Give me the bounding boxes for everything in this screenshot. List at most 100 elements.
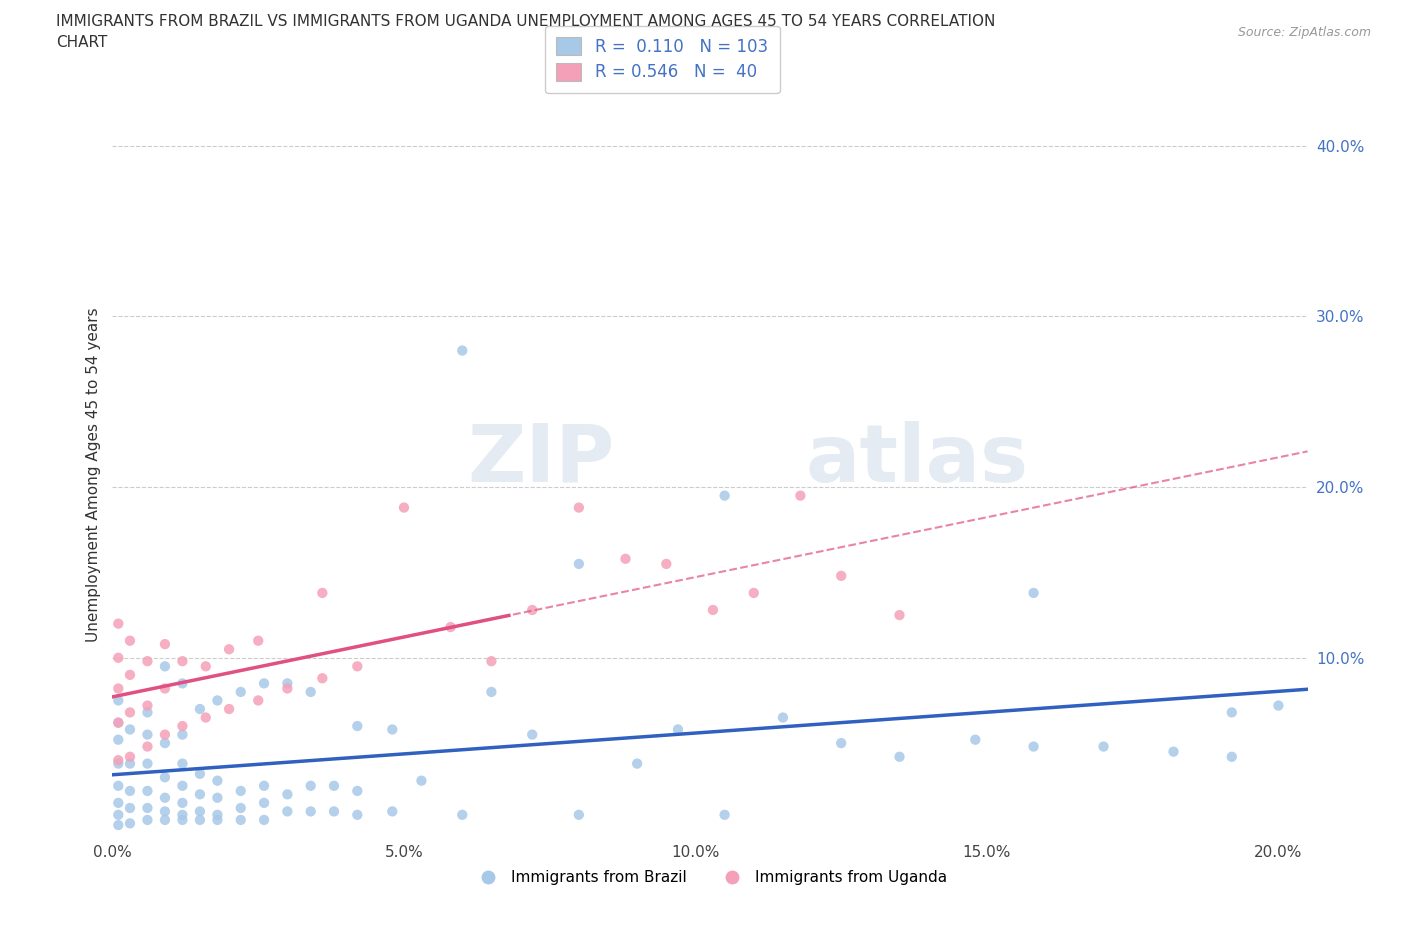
Point [229, 783, 252, 798]
Point [107, 617, 129, 631]
Point [381, 722, 404, 737]
Text: ZIP: ZIP [467, 420, 614, 498]
Point [1220, 750, 1243, 764]
Point [346, 783, 368, 798]
Point [1220, 705, 1243, 720]
Point [107, 817, 129, 832]
Point [323, 804, 346, 818]
Point [626, 756, 648, 771]
Point [107, 778, 129, 793]
Point [451, 343, 474, 358]
Point [153, 637, 176, 652]
Point [153, 813, 176, 828]
Point [568, 500, 591, 515]
Point [118, 783, 141, 798]
Point [153, 727, 176, 742]
Text: IMMIGRANTS FROM BRAZIL VS IMMIGRANTS FROM UGANDA UNEMPLOYMENT AMONG AGES 45 TO 5: IMMIGRANTS FROM BRAZIL VS IMMIGRANTS FRO… [56, 14, 995, 29]
Point [207, 773, 229, 788]
Point [229, 684, 252, 699]
Point [153, 736, 176, 751]
Point [481, 654, 503, 669]
Point [346, 807, 368, 822]
Point [136, 654, 159, 669]
Point [789, 488, 811, 503]
Point [311, 586, 333, 601]
Point [153, 681, 176, 696]
Point [229, 801, 252, 816]
Point [118, 756, 141, 771]
Point [218, 701, 240, 716]
Point [742, 586, 765, 601]
Point [107, 732, 129, 747]
Point [666, 722, 689, 737]
Point [207, 807, 229, 822]
Point [153, 790, 176, 805]
Point [522, 603, 544, 618]
Point [299, 684, 322, 699]
Point [172, 719, 194, 734]
Point [830, 736, 852, 751]
Point [153, 658, 176, 673]
Point [346, 658, 368, 673]
Point [889, 750, 911, 764]
Point [118, 705, 141, 720]
Point [136, 783, 159, 798]
Point [276, 681, 298, 696]
Point [218, 642, 240, 657]
Point [381, 804, 404, 818]
Point [439, 619, 461, 634]
Point [118, 633, 141, 648]
Text: Source: ZipAtlas.com: Source: ZipAtlas.com [1237, 26, 1371, 39]
Point [118, 750, 141, 764]
Point [107, 752, 129, 767]
Point [172, 807, 194, 822]
Point [772, 711, 794, 725]
Point [299, 778, 322, 793]
Point [568, 556, 591, 571]
Point [614, 551, 637, 566]
Point [299, 804, 322, 818]
Point [172, 795, 194, 810]
Point [118, 801, 141, 816]
Point [522, 727, 544, 742]
Point [247, 693, 270, 708]
Point [136, 756, 159, 771]
Point [207, 813, 229, 828]
Point [253, 676, 276, 691]
Point [136, 698, 159, 713]
Point [276, 676, 298, 691]
Point [172, 654, 194, 669]
Point [1022, 586, 1045, 601]
Point [107, 715, 129, 730]
Point [172, 813, 194, 828]
Point [172, 778, 194, 793]
Point [411, 773, 433, 788]
Point [194, 711, 217, 725]
Point [118, 722, 141, 737]
Point [481, 684, 503, 699]
Point [451, 807, 474, 822]
Point [830, 568, 852, 583]
Point [188, 813, 211, 828]
Point [247, 633, 270, 648]
Point [1022, 739, 1045, 754]
Point [107, 795, 129, 810]
Point [172, 676, 194, 691]
Legend: Immigrants from Brazil, Immigrants from Uganda: Immigrants from Brazil, Immigrants from … [467, 864, 953, 891]
Point [702, 603, 724, 618]
Point [188, 766, 211, 781]
Y-axis label: Unemployment Among Ages 45 to 54 years: Unemployment Among Ages 45 to 54 years [86, 307, 101, 642]
Point [392, 500, 415, 515]
Point [1267, 698, 1289, 713]
Point [107, 681, 129, 696]
Point [713, 488, 735, 503]
Text: atlas: atlas [806, 420, 1029, 498]
Text: CHART: CHART [56, 35, 108, 50]
Point [229, 813, 252, 828]
Point [136, 727, 159, 742]
Point [136, 705, 159, 720]
Point [107, 650, 129, 665]
Point [253, 778, 276, 793]
Point [172, 756, 194, 771]
Point [1092, 739, 1115, 754]
